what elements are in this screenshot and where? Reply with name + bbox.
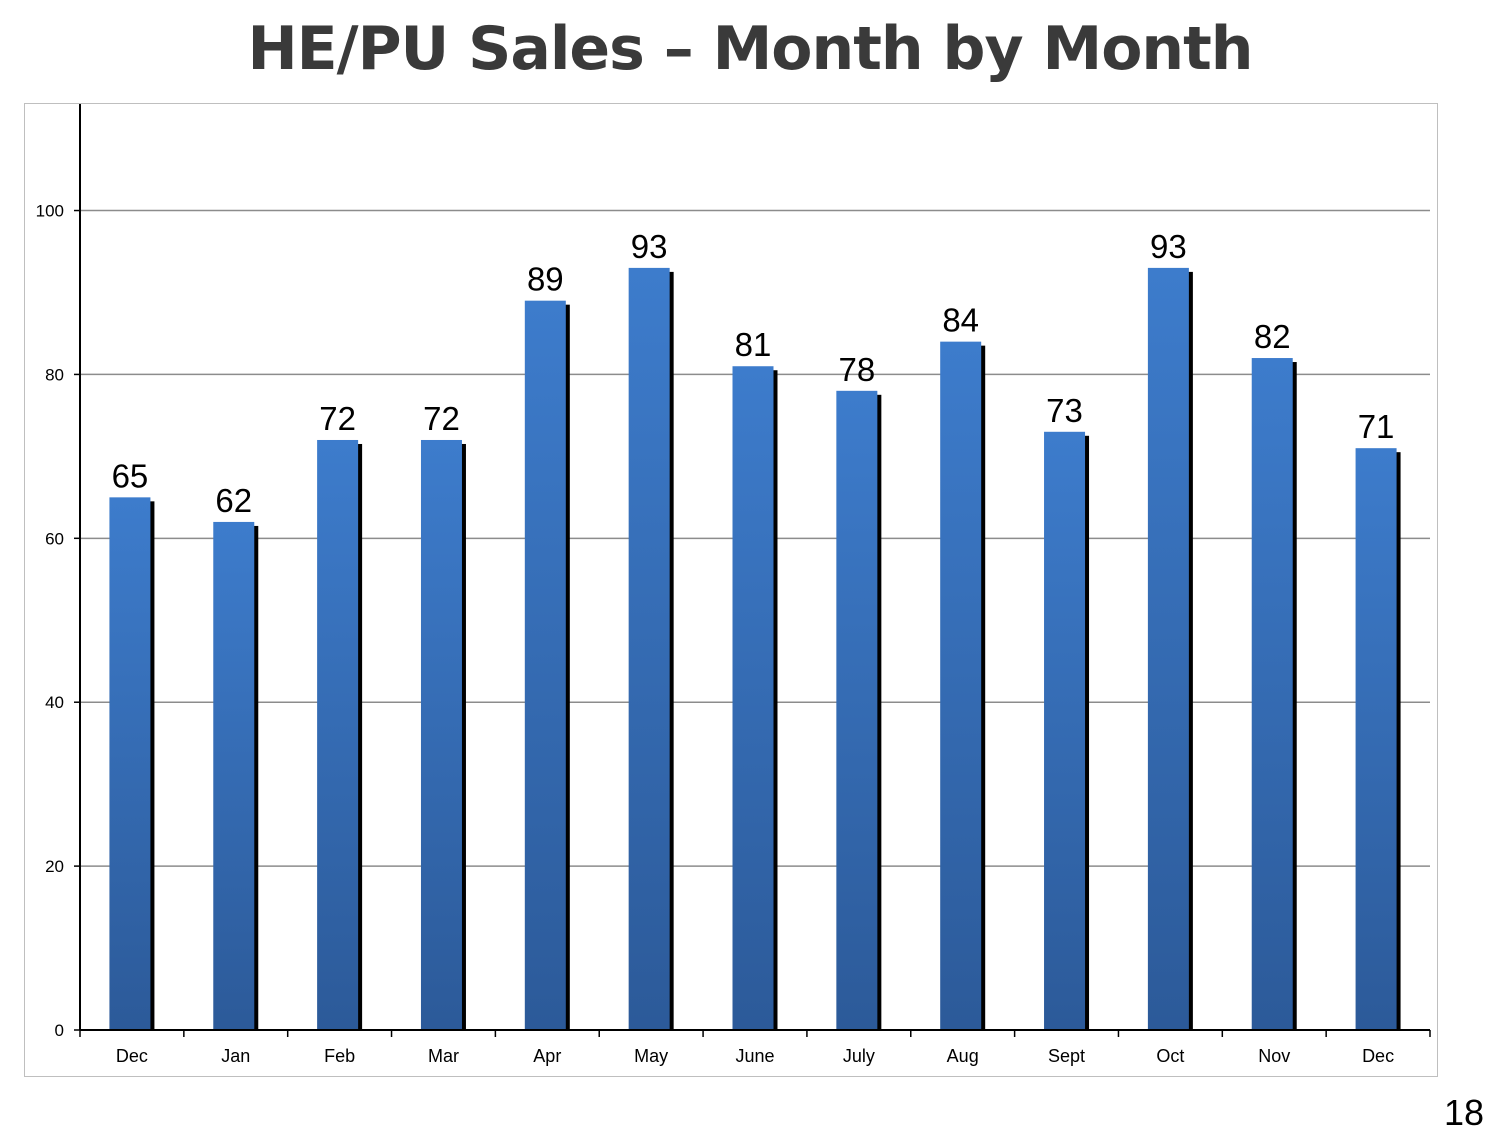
axes [79,104,1430,1031]
x-tick-label: May [634,1046,668,1066]
bar [940,341,982,1031]
x-tick-label: June [735,1046,774,1066]
x-tick-label: Dec [116,1046,148,1066]
bar [420,439,462,1030]
bar [109,497,151,1031]
bar [1251,358,1293,1030]
bar [317,439,359,1030]
bar [524,300,566,1030]
y-tick-label: 0 [55,1021,64,1040]
data-label: 73 [1046,392,1083,429]
data-label: 78 [838,351,875,388]
bar [628,267,670,1030]
bar [1147,267,1189,1030]
data-label: 89 [527,261,564,298]
x-tick-label: Feb [324,1046,355,1066]
y-tick-label: 20 [45,857,64,876]
bars [109,267,1401,1031]
page-number: 18 [1443,1092,1484,1133]
x-tick-label: Jan [221,1046,250,1066]
y-tick-label: 60 [45,529,64,548]
y-tick-label: 40 [45,693,64,712]
data-label: 62 [215,482,252,519]
data-label: 93 [1150,228,1187,265]
y-tick-label: 80 [45,365,64,384]
x-tick-label: Aug [947,1046,979,1066]
x-tick-label: Apr [533,1046,561,1066]
x-tick-label: Mar [428,1046,459,1066]
bar [213,521,255,1030]
data-label: 72 [319,400,356,437]
x-axis-ticks: Dec Jan Feb Mar Apr May June July Aug Sept Oct Nov D… [79,1030,1431,1066]
data-label: 84 [942,302,979,339]
y-axis-ticks: 0 20 40 60 80 100 [36,202,80,1040]
slide-title: HE/PU Sales – Month by Month [247,14,1253,84]
x-tick-label: July [843,1046,875,1066]
bar [1044,431,1086,1030]
x-tick-label: Nov [1258,1046,1290,1066]
data-labels: 65 62 72 72 89 93 81 78 84 73 93 82 71 [112,228,1395,519]
x-tick-label: Dec [1362,1046,1394,1066]
bar [732,366,774,1030]
chart-frame [24,103,1438,1077]
x-tick-label: Sept [1048,1046,1085,1066]
bar [836,390,878,1030]
data-label: 71 [1358,408,1395,445]
bar [1355,448,1397,1030]
data-label: 82 [1254,318,1291,355]
x-tick-label: Oct [1156,1046,1184,1066]
data-label: 65 [112,457,149,494]
data-label: 93 [631,228,668,265]
data-label: 72 [423,400,460,437]
data-label: 81 [735,326,772,363]
y-tick-label: 100 [36,202,64,221]
